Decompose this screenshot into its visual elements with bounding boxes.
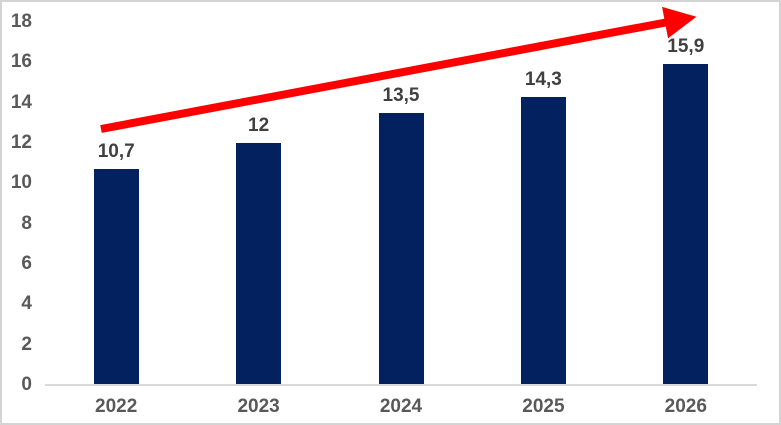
data-label-2025: 14,3 bbox=[524, 68, 562, 90]
y-tick-label: 18 bbox=[10, 11, 32, 32]
data-label-2023: 12 bbox=[248, 115, 270, 136]
bar-2023 bbox=[236, 143, 282, 384]
y-tick-label: 12 bbox=[10, 132, 32, 153]
bar-2022 bbox=[93, 169, 139, 384]
y-tick-label: 6 bbox=[21, 253, 32, 274]
y-tick-label: 0 bbox=[21, 374, 32, 395]
bar-2025 bbox=[520, 96, 566, 384]
bar-2026 bbox=[663, 64, 709, 384]
y-tick-label: 10 bbox=[10, 172, 32, 194]
category-label-2025: 2025 bbox=[522, 396, 565, 417]
y-tick-label: 14 bbox=[10, 91, 32, 113]
data-label-2022: 10,7 bbox=[97, 141, 135, 163]
y-tick-label: 2 bbox=[21, 333, 32, 355]
category-label-2022: 2022 bbox=[95, 396, 138, 417]
category-label-2024: 2024 bbox=[379, 396, 423, 417]
y-tick-label: 8 bbox=[21, 212, 32, 234]
y-tick-label: 4 bbox=[21, 293, 32, 315]
category-label-2026: 2026 bbox=[664, 396, 707, 417]
bar-2024 bbox=[378, 112, 424, 384]
y-tick-label: 16 bbox=[10, 51, 32, 73]
x-axis-line bbox=[45, 384, 757, 386]
data-label-2026: 15,9 bbox=[667, 36, 705, 58]
category-label-2023: 2023 bbox=[237, 396, 280, 417]
data-label-2024: 13,5 bbox=[382, 84, 420, 106]
